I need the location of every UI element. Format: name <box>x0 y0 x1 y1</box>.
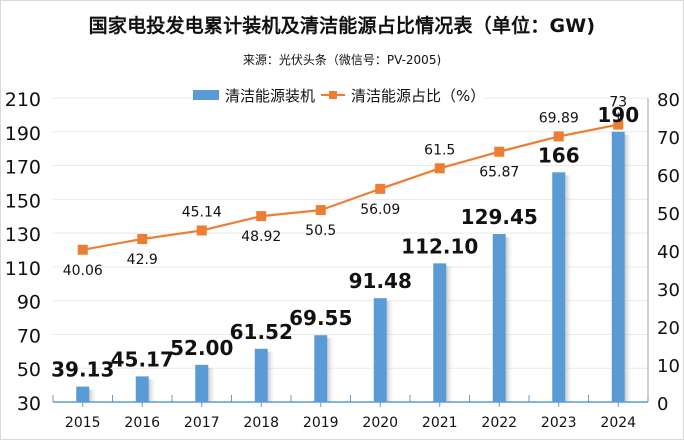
y-right-tick-label: 60 <box>657 166 680 187</box>
y-right-tick-label: 70 <box>657 128 680 149</box>
bar-data-label: 129.45 <box>461 205 538 229</box>
bar-shadow <box>565 175 574 402</box>
legend-line-label: 清洁能源占比（%） <box>351 86 486 105</box>
legend-bar-label: 清洁能源装机 <box>225 86 316 105</box>
bar-shadow <box>505 237 514 402</box>
line-data-label: 42.9 <box>127 252 158 268</box>
y-left-tick-label: 210 <box>5 89 41 111</box>
bar-shadow <box>386 301 395 402</box>
line-data-label: 73 <box>609 95 627 111</box>
x-tick-label: 2019 <box>303 415 339 431</box>
axes <box>52 98 649 407</box>
chart-title: 国家电投发电累计装机及清洁能源占比情况表（单位：GW) <box>88 15 596 37</box>
line-marker <box>553 131 564 142</box>
x-tick-label: 2015 <box>65 415 101 431</box>
gridlines <box>53 97 648 369</box>
bar-shadow <box>148 379 157 402</box>
y-right-tick-label: 80 <box>657 90 680 111</box>
bar <box>195 364 209 402</box>
x-tick-label: 2021 <box>422 415 458 431</box>
bar <box>433 263 447 402</box>
y-left-tick-label: 70 <box>17 325 41 347</box>
y-left-tick-label: 30 <box>17 393 41 415</box>
y-right-tick-label: 40 <box>657 242 680 263</box>
tick-labels: 30 50 70 90 110 130 150 170 190 210 0 10 20 30 40 50 60 7… <box>5 89 680 431</box>
line-data-label: 56.09 <box>360 202 400 218</box>
bar-data-label: 166 <box>538 143 580 167</box>
line-marker <box>315 205 326 216</box>
bar-shadow <box>446 266 455 402</box>
y-left-tick-label: 50 <box>17 359 41 381</box>
legend: 清洁能源装机 清洁能源占比（%） <box>193 85 486 105</box>
line-marker <box>256 211 267 222</box>
line-data-label: 65.87 <box>479 165 519 181</box>
bar <box>611 131 625 402</box>
y-left-tick-label: 130 <box>5 224 41 246</box>
bar <box>76 386 90 402</box>
y-left-tick-label: 190 <box>5 123 41 145</box>
line-data-label: 40.06 <box>63 263 103 279</box>
line-marker <box>375 183 386 194</box>
y-right-tick-label: 50 <box>657 204 680 225</box>
line-marker <box>613 119 624 130</box>
bar-shadow <box>267 351 276 402</box>
bar <box>314 335 328 402</box>
y-left-tick-label: 150 <box>5 190 41 212</box>
bar-shadow <box>327 338 336 402</box>
chart-subtitle: 来源：光伏头条（微信号：PV-2005) <box>242 53 442 67</box>
bar <box>492 234 506 402</box>
bar <box>254 348 268 402</box>
bar-shadow <box>624 134 633 402</box>
bar-data-label: 112.10 <box>401 234 478 258</box>
line-data-label: 69.89 <box>539 110 579 126</box>
legend-line-swatch <box>321 90 346 100</box>
x-tick-label: 2024 <box>600 415 636 431</box>
bar-shadow <box>208 367 217 402</box>
y-left-tick-label: 90 <box>17 292 41 314</box>
x-tick-label: 2016 <box>124 415 160 431</box>
line-data-label: 48.92 <box>241 229 281 245</box>
line-marker <box>137 233 148 244</box>
line-data-label: 50.5 <box>305 223 336 239</box>
line-marker <box>494 146 505 157</box>
x-tick-label: 2022 <box>481 415 517 431</box>
x-tick-label: 2017 <box>184 415 220 431</box>
y-right-tick-label: 10 <box>657 356 680 377</box>
bar-data-label: 61.52 <box>230 320 293 344</box>
y-right-tick-label: 30 <box>657 280 680 301</box>
x-tick-label: 2023 <box>541 415 577 431</box>
bar-data-label: 45.17 <box>111 347 174 371</box>
bar <box>552 172 566 402</box>
x-tick-label: 2020 <box>362 415 398 431</box>
y-left-tick-label: 170 <box>5 157 41 179</box>
bar-series <box>76 131 633 402</box>
bar-data-label: 91.48 <box>349 269 412 293</box>
bar-data-label: 39.13 <box>51 358 114 382</box>
bar-shadow <box>89 389 98 402</box>
y-right-tick-label: 0 <box>657 394 668 415</box>
line-marker <box>196 225 207 236</box>
line-series <box>77 119 624 255</box>
bar-data-label: 52.00 <box>170 336 233 360</box>
y-right-tick-label: 20 <box>657 318 680 339</box>
x-tick-label: 2018 <box>243 415 279 431</box>
bar-data-label: 69.55 <box>289 306 352 330</box>
legend-bar-swatch <box>193 90 219 100</box>
line-data-label: 45.14 <box>182 204 222 220</box>
bar <box>373 298 387 402</box>
y-left-tick-label: 110 <box>5 258 41 280</box>
line-path <box>82 123 619 251</box>
line-marker <box>77 244 88 255</box>
line-marker <box>434 163 445 174</box>
bar <box>135 376 149 402</box>
line-data-label: 61.5 <box>424 142 455 158</box>
